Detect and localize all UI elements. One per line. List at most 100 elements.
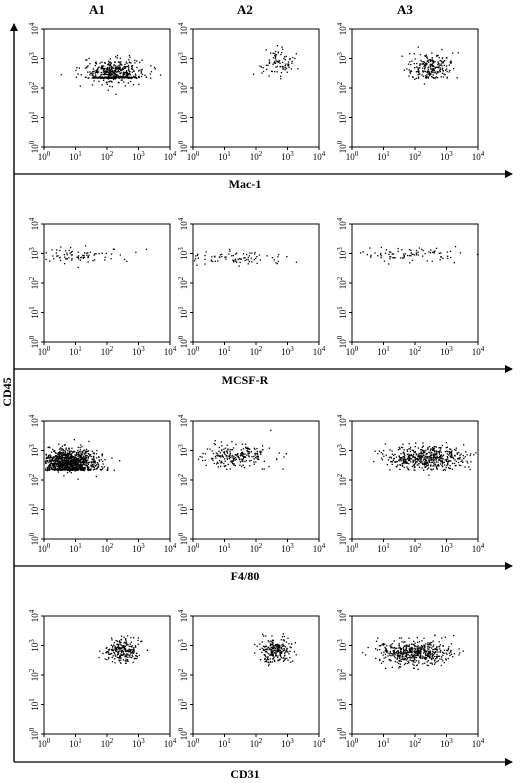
data-point bbox=[248, 451, 250, 453]
data-point bbox=[272, 639, 274, 641]
data-point bbox=[416, 664, 418, 666]
data-point bbox=[434, 634, 436, 637]
data-point bbox=[68, 249, 70, 252]
data-point bbox=[432, 61, 435, 63]
data-point bbox=[418, 652, 420, 654]
data-point bbox=[199, 456, 201, 458]
data-point bbox=[450, 653, 453, 655]
data-point bbox=[119, 655, 121, 658]
data-point bbox=[134, 645, 137, 647]
data-point bbox=[205, 251, 207, 253]
data-point bbox=[276, 65, 278, 68]
data-point bbox=[430, 68, 432, 70]
data-point bbox=[425, 658, 427, 660]
data-point bbox=[428, 651, 430, 653]
data-point bbox=[419, 460, 421, 462]
data-point bbox=[431, 641, 433, 644]
data-point bbox=[279, 658, 281, 660]
data-point bbox=[412, 663, 414, 665]
data-point bbox=[110, 253, 113, 255]
data-point bbox=[270, 646, 272, 649]
data-point bbox=[446, 453, 448, 455]
data-point bbox=[74, 470, 76, 472]
data-point bbox=[109, 72, 112, 74]
data-point bbox=[64, 452, 66, 454]
data-point bbox=[55, 452, 57, 454]
data-point bbox=[420, 459, 422, 461]
data-point bbox=[426, 74, 428, 76]
data-point bbox=[82, 461, 84, 464]
data-point bbox=[282, 61, 284, 64]
data-point bbox=[417, 76, 420, 78]
data-point bbox=[214, 444, 216, 446]
data-point bbox=[70, 247, 72, 249]
data-point bbox=[458, 648, 460, 650]
data-point bbox=[409, 262, 411, 264]
data-point bbox=[246, 447, 248, 450]
y-tick-label: 103 bbox=[28, 639, 40, 652]
data-point bbox=[434, 663, 436, 665]
data-point bbox=[276, 649, 279, 652]
data-point bbox=[380, 662, 383, 664]
data-point bbox=[289, 646, 291, 648]
data-point bbox=[414, 648, 417, 651]
data-point bbox=[295, 654, 297, 656]
data-point bbox=[59, 465, 61, 467]
data-point bbox=[131, 66, 133, 68]
data-point bbox=[432, 65, 435, 67]
data-point bbox=[77, 469, 80, 471]
data-point bbox=[446, 65, 448, 67]
data-point bbox=[451, 468, 454, 470]
data-point bbox=[386, 645, 388, 647]
data-point bbox=[63, 463, 66, 465]
data-point bbox=[99, 76, 101, 78]
data-point bbox=[236, 453, 238, 456]
data-point bbox=[127, 74, 129, 76]
data-point bbox=[400, 637, 403, 639]
data-point bbox=[95, 253, 97, 255]
column-header-a1: A1 bbox=[89, 2, 105, 17]
data-point bbox=[429, 650, 431, 653]
data-point bbox=[397, 654, 399, 656]
data-point bbox=[85, 59, 87, 61]
data-point bbox=[127, 649, 129, 651]
data-point bbox=[111, 81, 113, 83]
data-point bbox=[70, 457, 72, 459]
data-point bbox=[431, 647, 433, 649]
data-point bbox=[419, 651, 422, 653]
data-point bbox=[393, 655, 396, 657]
data-point bbox=[422, 71, 424, 73]
data-point bbox=[247, 263, 249, 265]
data-point bbox=[129, 76, 132, 79]
data-point bbox=[420, 649, 422, 651]
panel-frame bbox=[192, 615, 320, 735]
data-point bbox=[67, 454, 69, 456]
data-point bbox=[102, 77, 104, 79]
data-point bbox=[417, 652, 419, 654]
data-point bbox=[265, 645, 267, 647]
data-point bbox=[266, 255, 268, 257]
data-point bbox=[136, 657, 138, 660]
data-point bbox=[109, 66, 111, 68]
data-point bbox=[79, 460, 81, 462]
data-point bbox=[271, 257, 274, 259]
data-point bbox=[126, 260, 128, 262]
data-point bbox=[407, 467, 409, 470]
data-point bbox=[81, 469, 83, 471]
data-point bbox=[444, 464, 446, 466]
data-point bbox=[241, 443, 243, 445]
data-point bbox=[56, 465, 59, 468]
data-point bbox=[400, 666, 402, 668]
data-point bbox=[242, 454, 244, 456]
data-point bbox=[87, 457, 89, 459]
data-point bbox=[422, 645, 424, 647]
data-point bbox=[59, 456, 61, 458]
data-point bbox=[284, 654, 286, 656]
data-point bbox=[410, 458, 413, 460]
data-point bbox=[401, 457, 403, 459]
data-point bbox=[441, 72, 444, 74]
data-point bbox=[437, 655, 440, 657]
data-point bbox=[60, 465, 62, 467]
data-point bbox=[427, 69, 430, 71]
